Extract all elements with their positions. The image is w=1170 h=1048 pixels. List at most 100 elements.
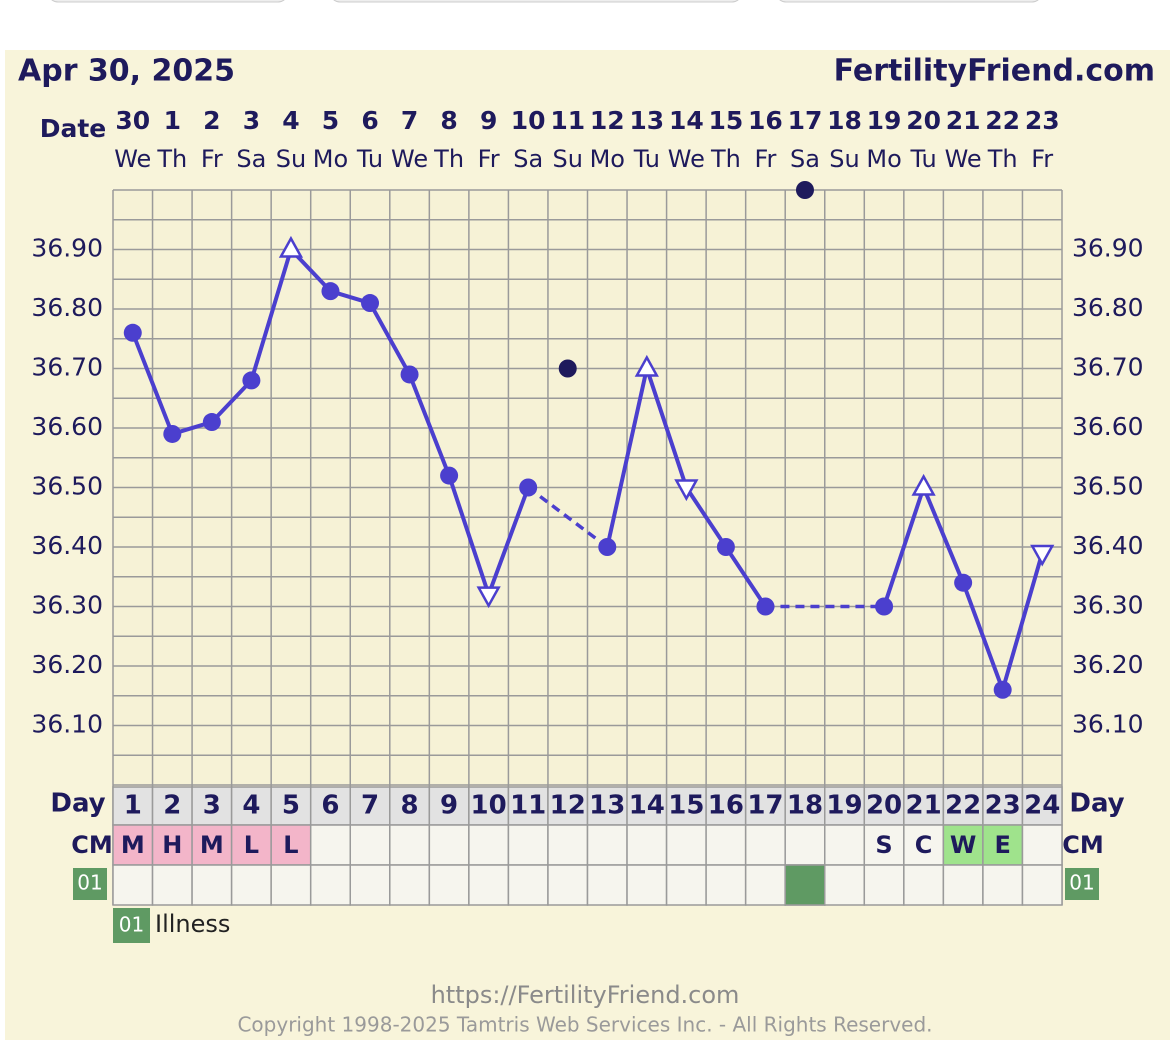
day-number: 1 [124, 791, 142, 821]
y-tick-label: 36.30 [31, 591, 103, 620]
y-tick-label: 36.30 [1072, 591, 1144, 620]
day-number: 21 [906, 791, 942, 821]
discarded-point [795, 181, 814, 199]
date-label: 5 [322, 106, 339, 135]
discarded-point [558, 359, 577, 378]
code-cell [744, 864, 786, 906]
gap-connector [527, 486, 609, 549]
cm-cell [547, 824, 589, 866]
day-number: 23 [985, 791, 1021, 821]
tab[interactable] [776, 0, 1042, 3]
code-mark [784, 864, 826, 906]
code-cell [982, 864, 1024, 906]
weekday-label: Th [156, 145, 187, 173]
weekday-label: Sa [790, 145, 820, 173]
temp-point-down [476, 586, 501, 609]
day-cell [309, 786, 352, 826]
copyright: Copyright 1998-2025 Tamtris Web Services… [237, 1013, 932, 1037]
legend-code: 01 [119, 913, 144, 937]
day-label: Day [50, 789, 105, 819]
y-tick-label: 36.80 [31, 293, 103, 322]
day-number: 17 [747, 791, 783, 821]
weekday-label: Th [987, 145, 1018, 173]
code-cell [151, 864, 193, 906]
date-label: 4 [282, 106, 299, 135]
day-cell [191, 786, 233, 826]
code-cell [349, 864, 391, 906]
date-label: 1 [164, 106, 181, 135]
temp-point [993, 680, 1012, 699]
day-number: 9 [440, 791, 458, 821]
day-cell [468, 786, 510, 826]
code-cell [705, 864, 747, 906]
cm-cell [744, 824, 786, 866]
date-label: 22 [985, 106, 1020, 135]
temp-point-down [1030, 544, 1055, 567]
cm-cell [1021, 824, 1063, 866]
y-tick-label: 36.50 [31, 472, 103, 501]
legend-label: Illness [155, 910, 230, 938]
code-cell [586, 864, 628, 906]
y-tick-label: 36.80 [1072, 293, 1144, 322]
tab[interactable] [48, 0, 288, 3]
y-tick-label: 36.60 [1072, 412, 1144, 441]
cm-cell [112, 824, 154, 866]
temp-point [321, 282, 340, 301]
weekday-label: Mo [866, 145, 901, 173]
weekday-label: Mo [590, 145, 625, 173]
day-number: 14 [629, 791, 665, 821]
date-label: 7 [401, 106, 418, 135]
weekday-label: Su [829, 145, 859, 173]
cm-cell [626, 824, 668, 866]
legend-swatch [113, 908, 150, 943]
weekday-label: Mo [313, 145, 348, 173]
temp-point [400, 365, 419, 384]
cm-value: L [244, 831, 259, 859]
code-cell [863, 864, 905, 906]
day-number: 10 [471, 791, 507, 821]
cm-cell [824, 824, 866, 866]
weekday-label: We [391, 145, 428, 173]
day-cell [230, 786, 272, 826]
code-cell [389, 864, 431, 906]
day-number: 12 [550, 791, 586, 821]
cm-value: S [875, 831, 892, 859]
temp-point-up [278, 235, 304, 258]
temp-point [954, 573, 973, 592]
y-tick-label: 36.40 [31, 531, 103, 560]
cm-cell [705, 824, 747, 866]
cm-cell [586, 824, 628, 866]
temp-point-up [634, 354, 659, 377]
cm-cell [665, 824, 707, 866]
date-label: 2 [203, 106, 220, 135]
y-tick-label: 36.50 [1072, 472, 1144, 501]
day-number: 6 [321, 791, 339, 821]
code-cell [468, 864, 510, 906]
cm-value: L [283, 831, 298, 859]
cm-label: CM [1062, 831, 1104, 859]
date-label: 11 [550, 106, 585, 135]
code-cell [547, 864, 589, 906]
temp-point [598, 538, 617, 556]
day-number: 4 [242, 791, 260, 821]
y-tick-label: 36.90 [1072, 234, 1144, 263]
temp-point [242, 371, 261, 390]
weekday-label: We [114, 145, 151, 173]
weekday-label: Th [710, 145, 741, 173]
temp-point [123, 323, 142, 342]
cm-cell [309, 824, 352, 866]
weekday-label: Tu [356, 145, 383, 173]
cm-value: W [950, 831, 976, 859]
footer-url[interactable]: https://FertilityFriend.com [431, 981, 740, 1009]
y-tick-label: 36.40 [1072, 531, 1144, 560]
temp-point [361, 294, 380, 313]
weekday-label: Su [276, 145, 306, 173]
code-cell [665, 864, 707, 906]
cm-cell [784, 824, 826, 866]
day-number: 8 [401, 791, 419, 821]
day-number: 5 [282, 791, 300, 821]
cm-value: E [994, 831, 1010, 859]
temp-point [875, 597, 894, 616]
tab[interactable] [330, 0, 742, 3]
date-label: 15 [708, 106, 743, 135]
